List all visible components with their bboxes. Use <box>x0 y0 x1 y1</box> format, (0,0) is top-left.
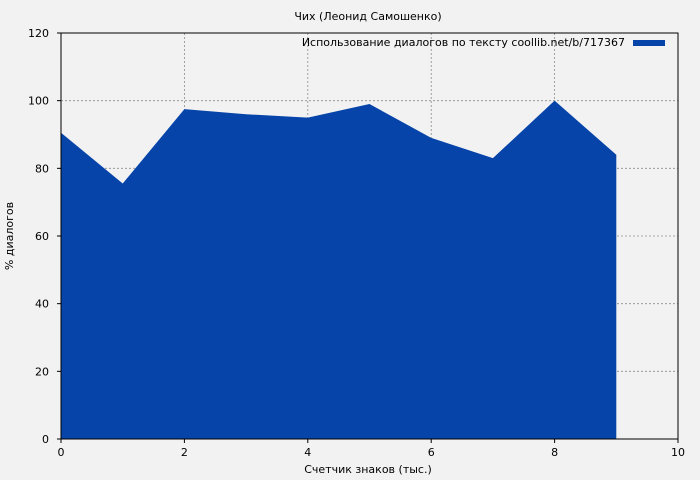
y-tick-label: 40 <box>35 298 49 311</box>
x-axis-label: Счетчик знаков (тыс.) <box>304 463 432 476</box>
legend-swatch <box>633 40 665 46</box>
legend-label: Использование диалогов по тексту coollib… <box>302 36 625 49</box>
x-tick-label: 8 <box>551 446 558 459</box>
y-tick-label: 20 <box>35 365 49 378</box>
series-area <box>61 100 617 440</box>
x-tick-label: 2 <box>181 446 188 459</box>
y-tick-label: 100 <box>28 95 49 108</box>
y-axis-label: % диалогов <box>3 202 16 270</box>
chart-title: Чих (Леонид Самошенко) <box>294 10 441 23</box>
y-tick-label: 0 <box>42 433 49 446</box>
plot-area <box>61 100 617 440</box>
x-tick-label: 0 <box>58 446 65 459</box>
y-tick-label: 120 <box>28 27 49 40</box>
x-tick-label: 4 <box>304 446 311 459</box>
y-tick-label: 60 <box>35 230 49 243</box>
x-tick-label: 6 <box>428 446 435 459</box>
x-tick-label: 10 <box>671 446 685 459</box>
y-tick-label: 80 <box>35 162 49 175</box>
legend: Использование диалогов по тексту coollib… <box>302 36 665 49</box>
